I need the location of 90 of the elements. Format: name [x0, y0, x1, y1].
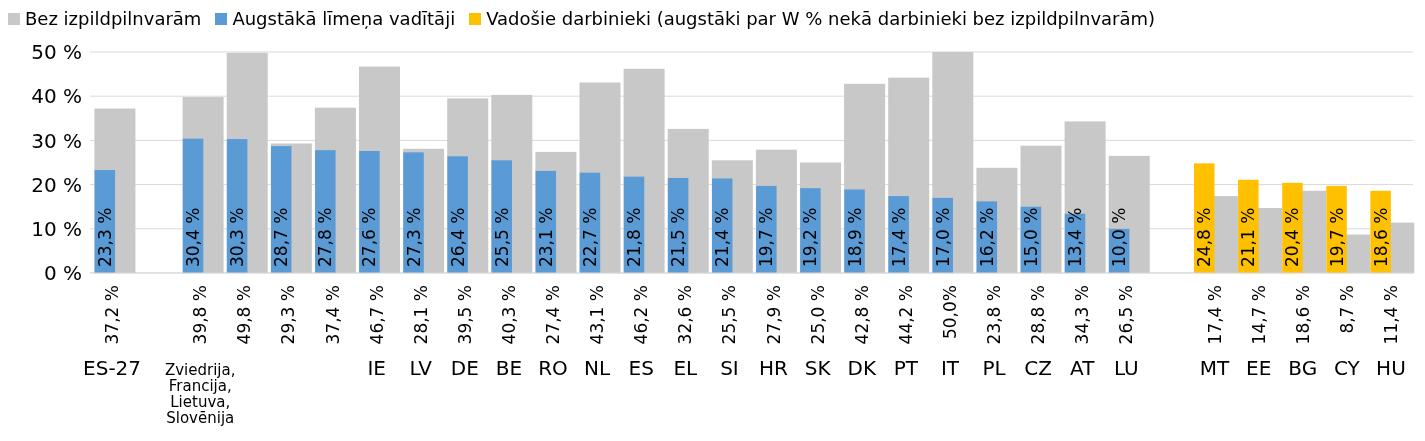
data-label: 19,2 %: [800, 207, 821, 267]
x-tick-label: ES: [628, 356, 654, 380]
y-tick-label: 0 %: [43, 261, 82, 286]
x-tick-label: ES-27: [83, 356, 142, 380]
x-tick-label: NL: [584, 356, 612, 380]
data-label: 28,1 %: [410, 285, 431, 345]
x-tick-label: DE: [450, 356, 479, 380]
data-label: 44,2 %: [895, 285, 916, 345]
data-label: 27,4 %: [543, 285, 564, 345]
data-label: 50,0%: [939, 285, 960, 340]
data-label: 20,4 %: [1282, 207, 1303, 267]
data-label: 13,4 %: [1065, 207, 1086, 267]
data-label: 29,3 %: [278, 285, 299, 345]
data-label: 17,4 %: [888, 207, 909, 267]
data-label: 26,4 %: [447, 207, 468, 267]
y-tick-label: 30 %: [31, 128, 82, 153]
data-label: 14,7 %: [1248, 285, 1269, 345]
data-label: 30,3 %: [227, 207, 248, 267]
data-label: 11,4 %: [1380, 285, 1401, 345]
data-label: 46,7 %: [366, 285, 387, 345]
x-tick-label: IE: [367, 356, 386, 380]
data-label: 25,0 %: [807, 285, 828, 345]
data-label: 8,7 %: [1336, 285, 1357, 334]
x-tick-label: PL: [982, 356, 1007, 380]
data-label: 37,2 %: [102, 285, 123, 345]
data-label: 27,9 %: [763, 285, 784, 345]
data-label: 28,7 %: [271, 207, 292, 267]
data-label: 21,5 %: [668, 207, 689, 267]
data-label: 25,5 %: [491, 207, 512, 267]
y-tick-label: 10 %: [31, 216, 82, 241]
x-tick-label: EE: [1246, 356, 1272, 380]
x-tick-label: DK: [847, 356, 877, 380]
x-tick-label: BE: [495, 356, 523, 380]
x-tick-label: EL: [673, 356, 699, 380]
x-tick-label: IT: [940, 356, 960, 380]
x-tick-label: CY: [1333, 356, 1361, 380]
data-label: 16,2 %: [976, 207, 997, 267]
data-label: 30,4 %: [183, 207, 204, 267]
data-label: 18,6 %: [1370, 207, 1391, 267]
data-label: 23,8 %: [984, 285, 1005, 345]
data-label: 40,3 %: [498, 285, 519, 345]
y-tick-label: 50 %: [31, 40, 82, 65]
data-label: 18,6 %: [1292, 285, 1313, 345]
data-label: 17,4 %: [1204, 285, 1225, 345]
x-tick-label: Zviedrija, Francija, Lietuva, Slovēnija: [164, 361, 236, 427]
data-label: 28,8 %: [1028, 285, 1049, 345]
data-label: 24,8 %: [1194, 207, 1215, 267]
legend-label: Bez izpildpilnvarām: [25, 8, 202, 29]
data-label: 18,9 %: [844, 207, 865, 267]
data-label: 21,8 %: [624, 207, 645, 267]
data-label: 46,2 %: [631, 285, 652, 345]
data-label: 21,4 %: [712, 207, 733, 267]
x-tick-label: HR: [759, 356, 789, 380]
data-label: 26,5 %: [1116, 285, 1137, 345]
legend-label: Augstākā līmeņa vadītāji: [232, 8, 456, 29]
data-label: 49,8 %: [234, 285, 255, 345]
x-tick-label: MT: [1199, 356, 1231, 380]
data-label: 23,3 %: [94, 207, 115, 267]
data-label: 10,0 %: [1109, 207, 1130, 267]
x-tick-label: PT: [893, 356, 919, 380]
x-tick-label: SK: [804, 356, 832, 380]
data-label: 27,6 %: [359, 207, 380, 267]
x-tick-label: AT: [1070, 356, 1096, 380]
data-label: 37,4 %: [322, 285, 343, 345]
data-label: 23,1 %: [535, 207, 556, 267]
data-label: 22,7 %: [579, 207, 600, 267]
x-tick-label: BG: [1288, 356, 1318, 380]
x-tick-label: SI: [720, 356, 739, 380]
x-tick-label: LU: [1113, 356, 1139, 380]
data-label: 39,8 %: [190, 285, 211, 345]
data-label: 39,5 %: [454, 285, 475, 345]
data-label: 32,6 %: [675, 285, 696, 345]
data-label: 17,0 %: [932, 207, 953, 267]
data-label: 19,7 %: [1326, 207, 1347, 267]
legend-label: Vadošie darbinieki (augstāki par W % nekā darbinieki bez izpildpilnvarām): [486, 8, 1156, 29]
data-label: 25,5 %: [719, 285, 740, 345]
data-label: 27,3 %: [403, 207, 424, 267]
data-label: 27,8 %: [315, 207, 336, 267]
y-tick-label: 20 %: [31, 172, 82, 197]
x-tick-label: LV: [409, 356, 433, 380]
x-tick-label: CZ: [1024, 356, 1052, 380]
x-tick-label: HU: [1376, 356, 1406, 380]
y-tick-label: 40 %: [31, 84, 82, 109]
data-label: 19,7 %: [756, 207, 777, 267]
data-label: 15,0 %: [1020, 207, 1041, 267]
data-label: 43,1 %: [587, 285, 608, 345]
x-tick-label: RO: [538, 356, 568, 380]
data-label: 21,1 %: [1238, 207, 1259, 267]
data-label: 34,3 %: [1072, 285, 1093, 345]
data-label: 42,8 %: [851, 285, 872, 345]
